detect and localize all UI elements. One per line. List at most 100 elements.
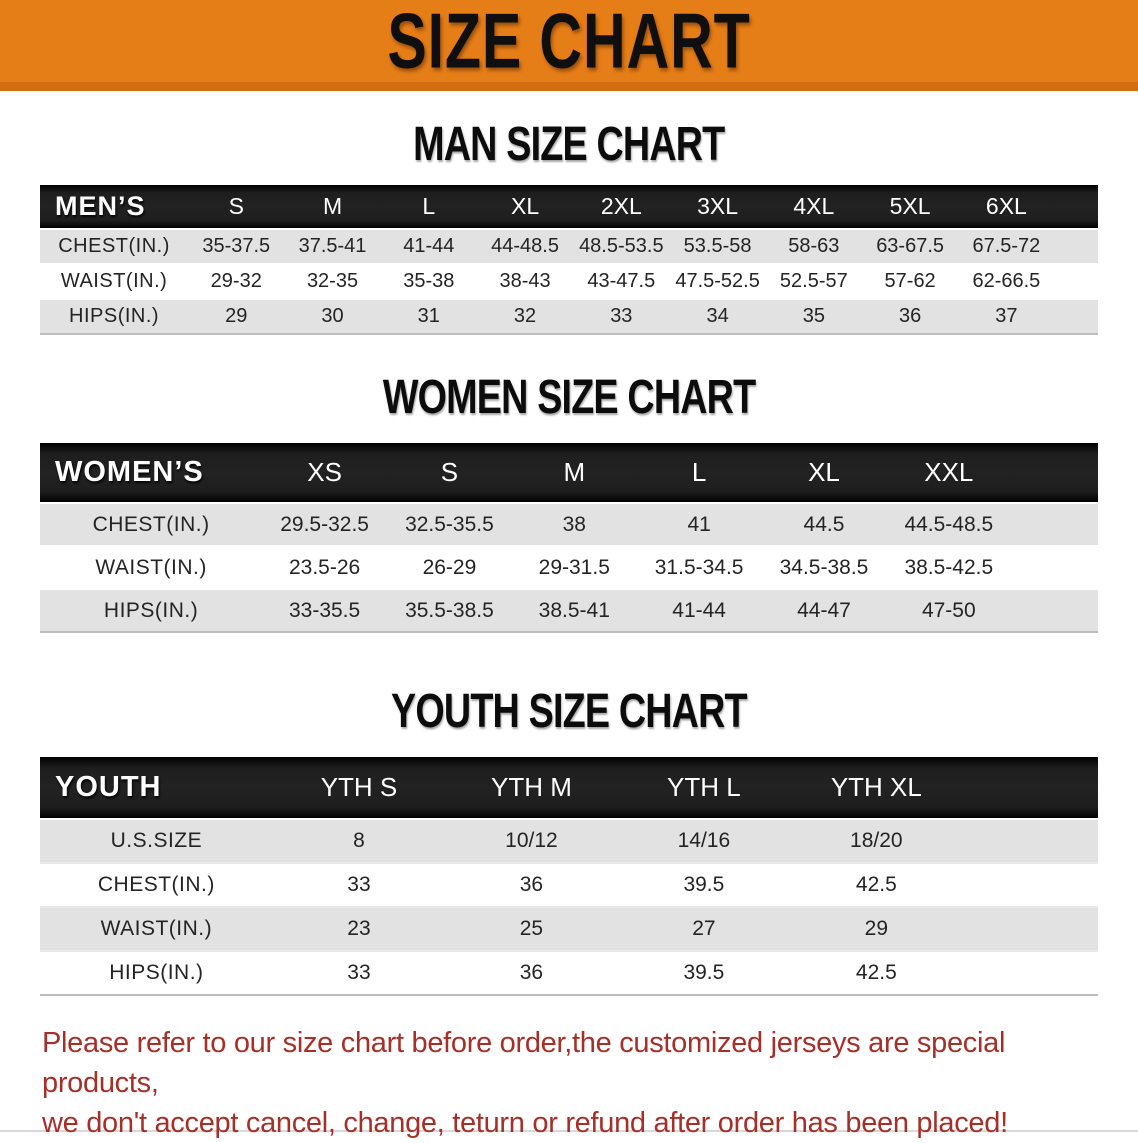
size-column-header: S — [188, 185, 285, 229]
size-table-header-row: MEN’S S M L XL 2XL 3XL 4XL 5XL 6XL — [40, 185, 1098, 229]
size-table: YOUTH YTH S YTH M YTH L YTH XL U.S.SIZE 8 10/… — [40, 757, 1098, 996]
size-group-label: WOMEN’S — [40, 443, 263, 503]
measurement-row: CHEST(IN.) 35-37.5 37.5-41 41-44 44-48.5 48.5… — [40, 229, 1098, 264]
measurement-value: 34 — [706, 305, 729, 327]
measurement-value: 33 — [610, 305, 633, 327]
measurement-value: 44-47 — [797, 598, 851, 622]
measurement-value: 38.5-42.5 — [904, 555, 994, 579]
size-column-header: L — [636, 443, 762, 503]
size-column-header: YTH L — [617, 757, 791, 819]
measurement-row: WAIST(IN.) 23.5-26 26-29 29-31.5 31.5-34.5 34… — [40, 546, 1098, 589]
measurement-value: 44-48.5 — [491, 235, 559, 257]
measurement-value: 29 — [225, 305, 248, 327]
measurement-value: 35-38 — [403, 270, 455, 292]
spacer-cell — [963, 819, 1098, 863]
measurement-value: 44.5 — [803, 512, 845, 536]
size-column-header: YTH M — [445, 757, 618, 819]
size-column-header: 3XL — [669, 185, 766, 229]
measurement-value: 36 — [519, 961, 544, 984]
size-table-header-row: WOMEN’S XS S M L XL XXL — [40, 443, 1098, 503]
footer-note: Please refer to our size chart before or… — [42, 1023, 1098, 1143]
banner-title: SIZE CHART — [387, 0, 751, 85]
size-column-header: XS — [262, 443, 388, 503]
measurement-value: 42.5 — [855, 961, 897, 984]
measurement-value: 23 — [347, 917, 371, 940]
measurement-value: 36 — [519, 873, 544, 896]
measurement-value: 39.5 — [683, 961, 725, 984]
measurement-value: 29 — [864, 917, 889, 940]
measurement-value: 42.5 — [855, 873, 897, 896]
measurement-row: WAIST(IN.) 29-32 32-35 35-38 38-43 43-47.5 47.… — [40, 264, 1098, 299]
measurement-value: 31.5-34.5 — [654, 555, 744, 579]
size-column-header: M — [511, 443, 637, 503]
measurement-value: 52.5-57 — [779, 270, 848, 292]
measurement-value: 32.5-35.5 — [405, 512, 494, 536]
size-table-header: MEN’S S M L XL 2XL 3XL 4XL 5XL 6XL — [40, 185, 1098, 229]
size-table-body: CHEST(IN.) 35-37.5 37.5-41 41-44 44-48.5 48.5… — [40, 229, 1098, 334]
charts-container: MAN SIZE CHART MEN’S S M L XL 2XL 3XL 4XL 5XL 6X… — [0, 115, 1138, 996]
size-column-header: YTH S — [272, 757, 446, 819]
measurement-value: 27 — [692, 917, 716, 940]
measurement-value: 67.5-72 — [972, 235, 1041, 257]
measurement-row: WAIST(IN.) 23 25 27 29 — [40, 907, 1098, 951]
measurement-value: 41-44 — [403, 235, 455, 257]
size-table-header: YOUTH YTH S YTH M YTH L YTH XL — [40, 757, 1098, 819]
size-table: WOMEN’S XS S M L XL XXL CHEST(IN.) 29.5-32.5 32… — [40, 443, 1098, 633]
size-column-header: 2XL — [573, 185, 670, 229]
section-heading: WOMEN SIZE CHART — [0, 372, 1138, 420]
measurement-value: 29-31.5 — [538, 555, 610, 579]
spacer-cell — [963, 863, 1098, 907]
size-group-label: MEN’S — [40, 185, 189, 229]
size-column-header: S — [387, 443, 512, 503]
section-heading: MAN SIZE CHART — [0, 115, 1138, 171]
measurement-row-label: HIPS(IN.) — [103, 598, 199, 622]
measurement-row: CHEST(IN.) 29.5-32.5 32.5-35.5 38 41 44.5 44.5… — [40, 503, 1098, 546]
measurement-row-label: CHEST(IN.) — [58, 235, 170, 257]
spacer-cell — [1055, 229, 1098, 264]
spacer-column — [962, 757, 1098, 819]
measurement-row-label: WAIST(IN.) — [100, 917, 213, 940]
measurement-value: 41 — [687, 512, 711, 536]
measurement-value: 38-43 — [499, 270, 551, 292]
measurement-value: 39.5 — [683, 873, 725, 896]
measurement-value: 33 — [347, 961, 371, 984]
spacer-cell — [1011, 546, 1098, 589]
measurement-value: 34.5-38.5 — [779, 555, 869, 579]
section-heading-text: MAN SIZE CHART — [413, 115, 725, 171]
size-column-header: YTH XL — [790, 757, 963, 819]
banner: SIZE CHART — [0, 0, 1138, 91]
measurement-value: 53.5-58 — [683, 235, 752, 257]
size-column-header: 5XL — [861, 185, 959, 229]
size-column-header: XXL — [886, 443, 1012, 503]
size-column-header: 6XL — [958, 185, 1055, 229]
measurement-value: 10/12 — [505, 829, 558, 852]
size-chart-section: YOUTH SIZE CHART YOUTH YTH S YTH M YTH L YT… — [0, 686, 1138, 996]
measurement-value: 30 — [321, 305, 344, 327]
size-table-body: CHEST(IN.) 29.5-32.5 32.5-35.5 38 41 44.5 44.5… — [40, 503, 1098, 632]
footer-line-2: we don't accept cancel, change, teturn o… — [42, 1107, 1008, 1140]
measurement-row-label: WAIST(IN.) — [95, 555, 207, 579]
measurement-row-label: HIPS(IN.) — [109, 961, 204, 984]
measurement-value: 33-35.5 — [288, 598, 361, 622]
measurement-value: 43-47.5 — [587, 270, 656, 292]
measurement-value: 41-44 — [672, 598, 726, 622]
measurement-value: 47-50 — [921, 598, 976, 622]
measurement-row: CHEST(IN.) 33 36 39.5 42.5 — [40, 863, 1098, 907]
size-table-header: WOMEN’S XS S M L XL XXL — [40, 443, 1098, 503]
spacer-cell — [1055, 299, 1098, 334]
measurement-value: 14/16 — [677, 829, 731, 852]
measurement-value: 38 — [562, 512, 586, 536]
measurement-value: 25 — [519, 917, 544, 940]
measurement-value: 38.5-41 — [538, 598, 610, 622]
measurement-row-label: CHEST(IN.) — [92, 512, 210, 536]
spacer-cell — [1011, 503, 1098, 546]
size-column-header: XL — [476, 185, 574, 229]
measurement-row-label: HIPS(IN.) — [69, 305, 160, 327]
measurement-value: 29-32 — [210, 270, 262, 292]
measurement-value: 63-67.5 — [876, 235, 945, 257]
measurement-value: 48.5-53.5 — [579, 235, 664, 257]
measurement-value: 62-66.5 — [972, 270, 1041, 292]
measurement-value: 23.5-26 — [288, 555, 361, 579]
measurement-value: 8 — [353, 829, 365, 852]
